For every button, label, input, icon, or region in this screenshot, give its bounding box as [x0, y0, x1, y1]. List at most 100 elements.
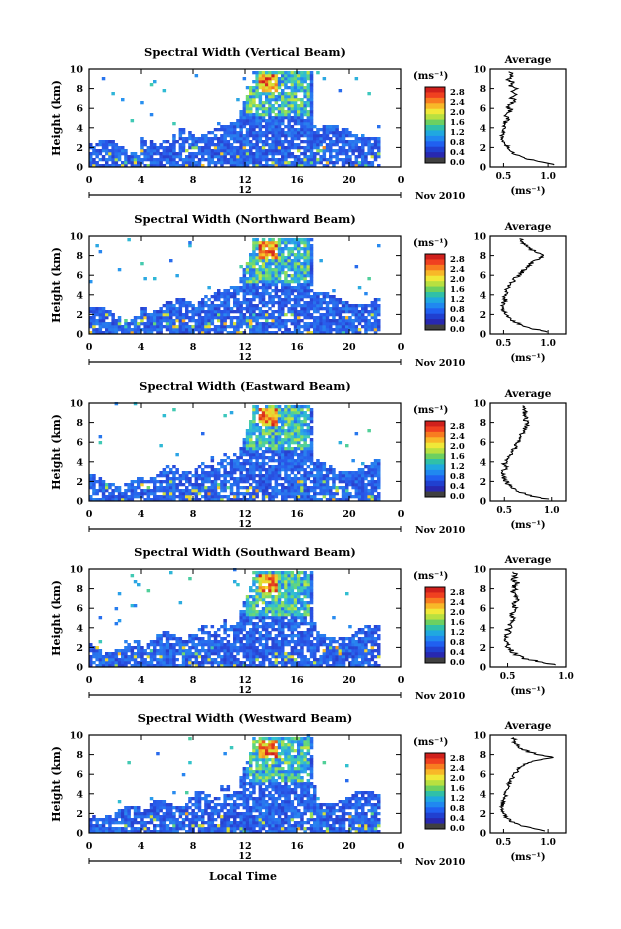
- colorbar-swatch: [425, 254, 445, 260]
- heatmap-cell: [249, 429, 253, 433]
- heatmap-cell: [188, 155, 192, 159]
- heatmap-cell: [284, 86, 288, 90]
- heatmap-cell: [114, 161, 119, 165]
- heatmap-cell: [306, 450, 311, 454]
- heatmap-cell: [309, 480, 314, 484]
- heatmap-cell: [95, 313, 99, 317]
- heatmap-cell: [191, 152, 195, 156]
- heatmap-cell: [239, 462, 243, 466]
- heatmap-cell: [265, 265, 269, 269]
- heatmap-cell: [197, 307, 202, 311]
- heatmap-cell: [249, 613, 253, 617]
- heatmap-cell: [354, 140, 359, 144]
- heatmap-cell: [217, 634, 221, 638]
- heatmap-cell: [204, 477, 208, 481]
- heatmap-cell: [306, 256, 311, 260]
- heatmap-cell: [261, 241, 266, 245]
- heatmap-cell: [252, 274, 256, 278]
- heatmap-cell: [306, 465, 311, 469]
- heatmap-cell: [124, 664, 128, 668]
- heatmap-cell: [303, 74, 307, 78]
- heatmap-cell: [111, 152, 115, 156]
- heatmap-cell: [255, 107, 259, 111]
- heatmap-cell: [364, 143, 368, 147]
- heatmap-cell: [309, 646, 314, 650]
- heatmap-cell: [290, 592, 295, 596]
- heatmap-cell: [213, 313, 218, 317]
- heatmap-cell: [277, 477, 282, 481]
- heatmap-cell: [242, 462, 247, 466]
- heatmap-cell: [121, 98, 125, 102]
- heatmap-cell: [236, 456, 240, 460]
- heatmap-cell: [306, 474, 311, 478]
- heatmap-cell: [185, 140, 189, 144]
- heatmap-cell: [268, 77, 272, 81]
- heatmap-cell: [309, 322, 314, 326]
- heatmap-cell: [290, 489, 295, 493]
- heatmap-cell: [213, 477, 218, 481]
- heatmap-cell: [242, 122, 247, 126]
- x-tick-label: 20: [342, 175, 356, 186]
- heatmap-cell: [156, 634, 160, 638]
- heatmap-cell: [130, 574, 135, 578]
- heatmap-cell: [181, 319, 186, 323]
- heatmap-cell: [236, 152, 240, 156]
- heatmap-cell: [201, 646, 205, 650]
- heatmap-cell: [233, 492, 237, 496]
- heatmap-cell: [194, 319, 199, 323]
- heatmap-cell: [245, 447, 250, 451]
- heatmap-cell: [162, 655, 167, 659]
- heatmap-cell: [255, 592, 259, 596]
- heatmap-cell: [201, 643, 205, 647]
- heatmap-cells: [89, 402, 381, 502]
- heatmap-cell: [210, 155, 215, 159]
- heatmap-cell: [306, 301, 311, 305]
- heatmap-cell: [153, 658, 157, 662]
- heatmap-cell: [274, 619, 279, 623]
- heatmap-cell: [354, 331, 359, 335]
- heatmap-cell: [265, 271, 269, 275]
- heatmap-cell: [265, 571, 269, 575]
- heatmap-cell: [149, 155, 154, 159]
- heatmap-cell: [249, 601, 253, 605]
- heatmap-cell: [306, 304, 311, 308]
- heatmap-cell: [290, 580, 295, 584]
- heatmap-cell: [213, 637, 218, 641]
- heatmap-cell: [204, 331, 208, 335]
- heatmap-cell: [300, 426, 304, 430]
- heatmap-cell: [258, 92, 263, 96]
- heatmap-cell: [217, 664, 221, 668]
- heatmap-cell: [300, 613, 304, 617]
- heatmap-cell: [316, 664, 320, 668]
- heatmap-cell: [201, 304, 205, 308]
- heatmap-cell: [281, 107, 285, 111]
- heatmap-cell: [284, 238, 288, 242]
- heatmap-cell: [162, 319, 167, 323]
- heatmap-cell: [309, 462, 314, 466]
- heatmap-cell: [249, 619, 253, 623]
- heatmap-cell: [245, 453, 250, 457]
- heatmap-cell: [281, 253, 285, 257]
- heatmap-cell: [329, 319, 333, 323]
- heatmap-cell: [300, 71, 304, 75]
- heatmap-cell: [245, 104, 250, 108]
- heatmap-cell: [245, 262, 250, 266]
- heatmap-cell: [309, 592, 314, 596]
- heatmap-cell: [274, 143, 279, 147]
- heatmap-cell: [204, 146, 208, 150]
- heatmap-cell: [274, 134, 279, 138]
- heatmap-cell: [236, 631, 240, 635]
- heatmap-cell: [178, 155, 183, 159]
- heatmap-cell: [306, 423, 311, 427]
- heatmap-cell: [300, 486, 304, 490]
- heatmap-cell: [111, 164, 115, 168]
- heatmap-cell: [284, 447, 288, 451]
- heatmap-cell: [367, 480, 371, 484]
- heatmap-cell: [172, 152, 176, 156]
- heatmap-cell: [249, 128, 253, 132]
- heatmap-cell: [297, 462, 301, 466]
- heatmap-cell: [245, 640, 250, 644]
- heatmap-cell: [290, 480, 295, 484]
- heatmap-cell: [210, 480, 215, 484]
- heatmap-cell: [277, 137, 282, 141]
